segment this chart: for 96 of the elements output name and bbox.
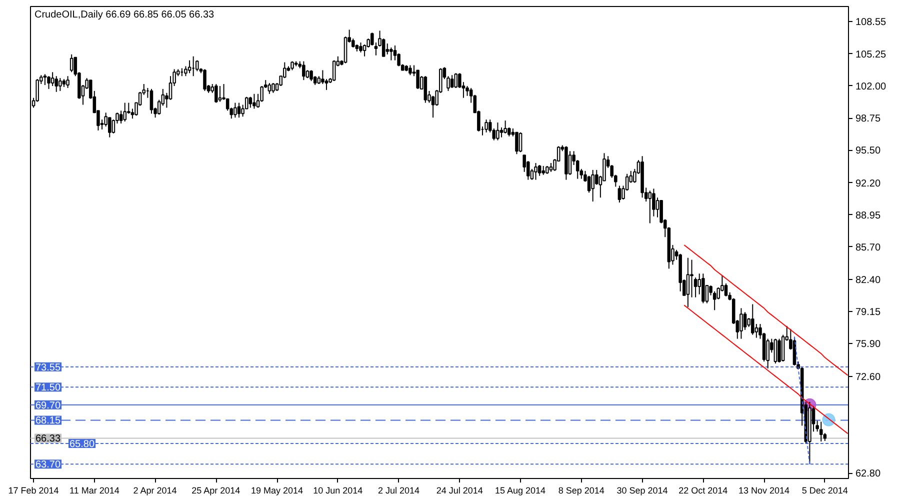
y-tick-label: 108.55: [856, 16, 887, 28]
candlestick: [450, 74, 454, 88]
candlestick: [248, 96, 252, 108]
candlestick: [123, 102, 126, 122]
y-tick-label: 75.90: [856, 339, 881, 350]
x-tick-label: 24 Jul 2014: [436, 486, 483, 496]
line-series: [684, 304, 848, 434]
candlestick: [648, 190, 652, 224]
candlestick: [214, 84, 218, 104]
y-tick-label: 105.25: [856, 49, 887, 60]
candlestick: [724, 282, 728, 297]
y-tick-label: 72.60: [856, 372, 881, 383]
candlestick: [66, 76, 70, 88]
candlestick: [168, 76, 172, 100]
candlestick: [203, 68, 206, 92]
y-tick-label: 98.75: [856, 114, 881, 125]
ref-line-label: 71.50: [36, 382, 61, 394]
candlestick: [778, 338, 781, 363]
ref-line-label: 69.70: [36, 400, 61, 412]
candlestick: [268, 82, 272, 94]
candlestick: [70, 54, 74, 73]
candlestick: [196, 60, 199, 72]
candlestick: [496, 122, 500, 141]
candlestick: [58, 78, 62, 92]
candlestick: [819, 421, 823, 442]
candlestick: [500, 126, 504, 138]
candlestick: [272, 82, 275, 94]
candlestick: [50, 72, 54, 86]
candlestick: [302, 60, 306, 81]
candlestick: [119, 110, 123, 124]
candlestick: [234, 102, 237, 118]
y-tick-label: 88.95: [856, 210, 881, 222]
candlestick: [694, 277, 698, 298]
candlestick: [310, 70, 313, 82]
candlestick: [54, 76, 58, 92]
line-series: [684, 244, 848, 376]
y-tick-label: 62.80: [856, 468, 881, 480]
candlestick: [386, 43, 390, 55]
candlestick: [690, 259, 694, 298]
x-tick-label: 5 Dec 2014: [802, 486, 848, 496]
candlestick: [591, 169, 594, 202]
candlestick: [218, 85, 222, 102]
candlestick: [47, 76, 50, 90]
ref-line-label: 68.15: [36, 416, 61, 427]
candlestick: [743, 312, 747, 330]
y-tick-label: 102.00: [856, 81, 887, 92]
y-tick-label: 92.20: [856, 178, 881, 190]
candlestick: [518, 132, 522, 153]
candlestick: [702, 273, 705, 304]
candlestick: [332, 60, 336, 82]
candlestick: [424, 76, 428, 104]
candlestick: [416, 70, 420, 90]
candlestick: [568, 150, 572, 176]
ref-line-label: 63.70: [36, 460, 61, 471]
x-tick-label: 17 Feb 2014: [8, 486, 59, 496]
x-tick-label: 10 Jun 2014: [313, 486, 363, 496]
y-tick-label: 85.70: [856, 242, 881, 254]
candlestick: [150, 88, 154, 114]
ref-line-label: 65.80: [70, 438, 95, 450]
candlestick: [774, 338, 778, 364]
x-tick-label: 22 Oct 2014: [678, 486, 728, 496]
candlestick: [252, 93, 256, 110]
ref-line-label: 73.55: [36, 362, 61, 374]
y-tick-label: 82.40: [856, 275, 881, 286]
candlestick: [740, 308, 743, 340]
x-tick-label: 30 Sep 2014: [616, 486, 668, 496]
candlestick: [484, 119, 488, 133]
candlestick: [454, 72, 458, 88]
x-tick-label: 8 Sep 2014: [558, 486, 604, 496]
candlestick: [781, 334, 785, 362]
candlestick: [618, 185, 622, 204]
x-tick-label: 19 May 2014: [251, 486, 304, 496]
ref-line-label: 66.33: [36, 434, 61, 445]
candlestick: [359, 42, 362, 53]
candlestick: [408, 64, 412, 76]
candlestick: [390, 46, 393, 61]
y-tick-label: 95.50: [856, 146, 881, 157]
x-tick-label: 2 Apr 2014: [133, 486, 177, 496]
candlestick: [188, 60, 192, 74]
x-tick-label: 2 Jul 2014: [378, 486, 420, 496]
x-tick-label: 13 Nov 2014: [738, 486, 790, 496]
candlestick: [538, 164, 542, 176]
x-tick-label: 15 Aug 2014: [495, 486, 546, 496]
chart-title: CrudeOIL,Daily 66.69 66.85 66.05 66.33: [34, 10, 215, 20]
y-tick-label: 79.15: [856, 307, 881, 318]
x-tick-label: 11 Mar 2014: [69, 486, 120, 496]
candlestick: [324, 78, 328, 90]
candlestick: [43, 74, 47, 86]
candlestick: [686, 257, 690, 308]
candlestick: [587, 175, 591, 194]
x-tick-label: 25 Apr 2014: [192, 486, 240, 496]
candlestick: [534, 162, 538, 180]
candlestick: [237, 102, 241, 118]
candlestick: [750, 304, 754, 336]
candlestick: [504, 120, 507, 134]
candlestick: [515, 132, 518, 155]
